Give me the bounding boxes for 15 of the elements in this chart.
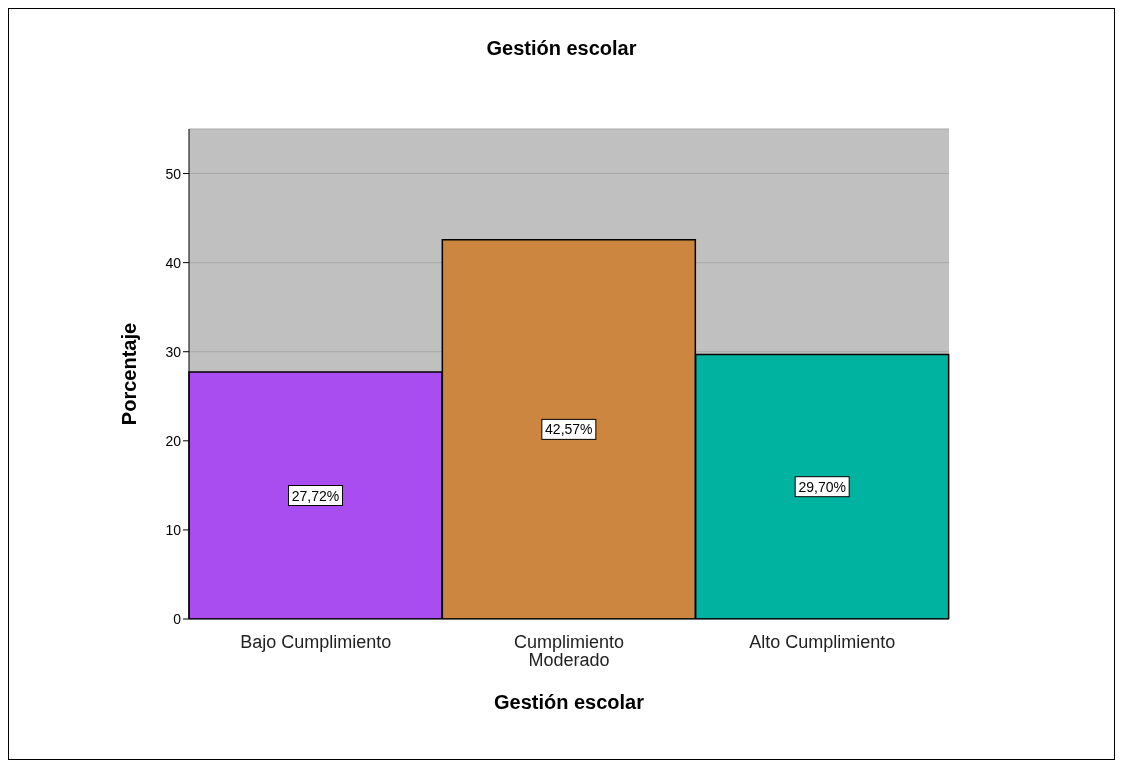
x-tick-label: Bajo Cumplimiento (240, 631, 392, 652)
y-tick-label: 30 (165, 343, 182, 360)
x-axis-title: Gestión escolar (493, 691, 645, 713)
y-tick-label: 50 (165, 165, 182, 182)
data-label: 42,57% (545, 421, 593, 438)
chart-title: Gestión escolar (485, 37, 638, 60)
y-tick-label: 40 (165, 254, 182, 271)
data-label: 29,70% (798, 478, 846, 495)
y-tick-label: 0 (173, 610, 182, 627)
y-tick-label: 10 (165, 521, 182, 538)
y-axis-title: Porcentaje (118, 322, 141, 426)
data-label: 27,72% (291, 487, 340, 504)
x-tick-label: Alto Cumplimiento (749, 631, 896, 652)
x-tick-label: Cumplimiento Moderado (513, 631, 625, 670)
y-tick-label: 20 (165, 432, 182, 449)
